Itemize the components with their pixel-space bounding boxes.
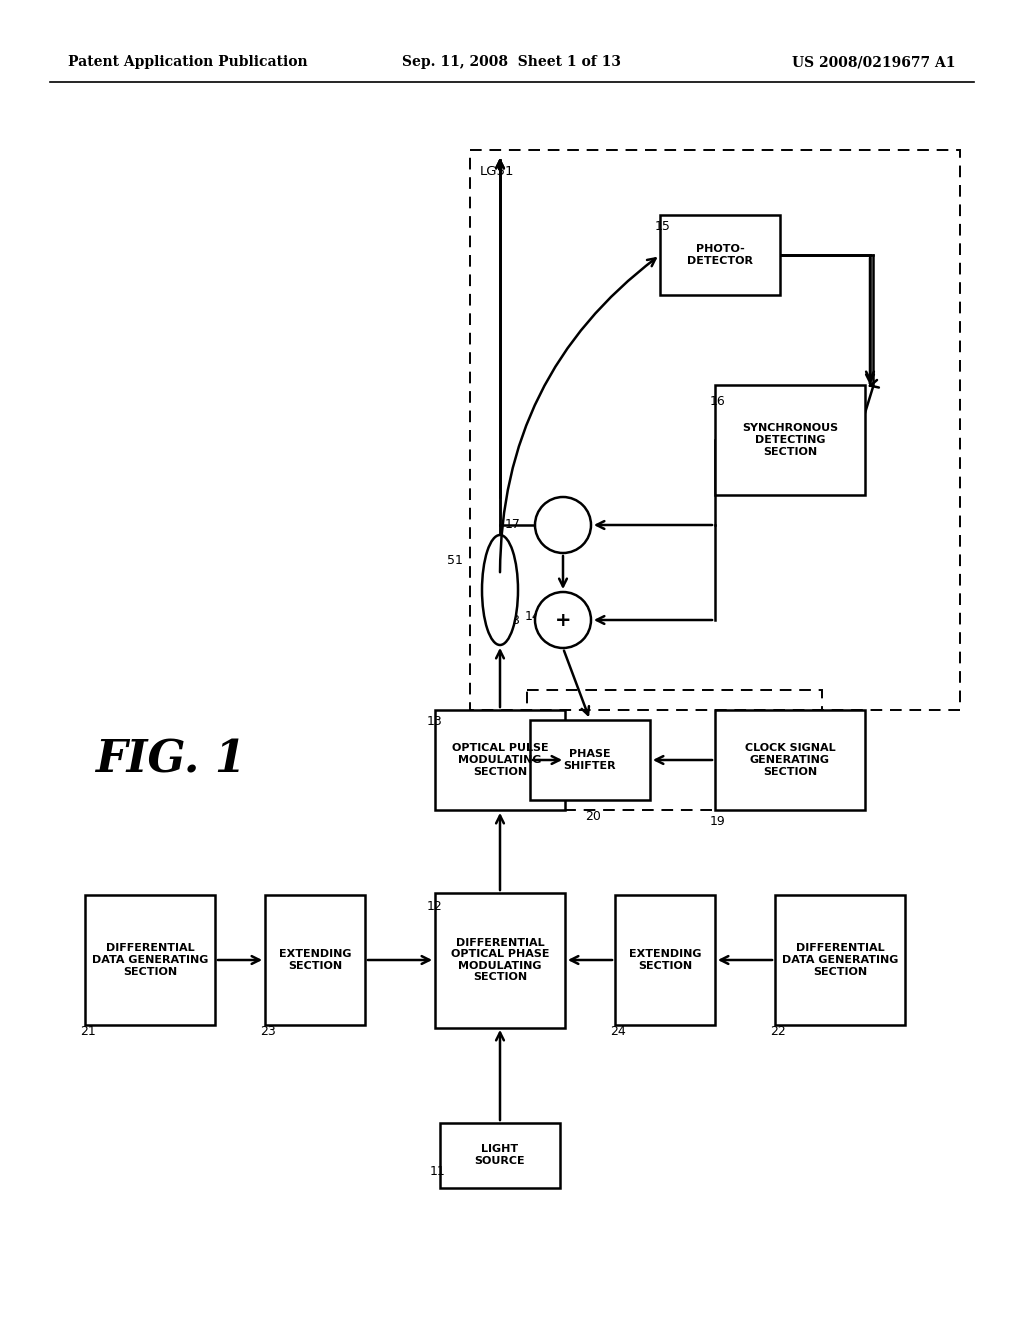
- Bar: [775, 895, 905, 1026]
- Bar: [435, 892, 565, 1027]
- Bar: [715, 385, 865, 495]
- Text: US 2008/0219677 A1: US 2008/0219677 A1: [793, 55, 956, 69]
- Bar: [265, 895, 365, 1026]
- Text: DIFFERENTIAL
OPTICAL PHASE
MODULATING
SECTION: DIFFERENTIAL OPTICAL PHASE MODULATING SE…: [451, 937, 549, 982]
- Circle shape: [535, 591, 591, 648]
- Text: 11: 11: [430, 1166, 445, 1177]
- Text: 20: 20: [585, 810, 601, 822]
- Bar: [435, 710, 565, 810]
- Text: 23: 23: [260, 1026, 275, 1038]
- Bar: [470, 150, 961, 710]
- Text: SYNCHRONOUS
DETECTING
SECTION: SYNCHRONOUS DETECTING SECTION: [742, 424, 838, 457]
- Bar: [440, 1122, 560, 1188]
- Text: LG51: LG51: [480, 165, 514, 178]
- Text: 21: 21: [80, 1026, 96, 1038]
- Text: Sep. 11, 2008  Sheet 1 of 13: Sep. 11, 2008 Sheet 1 of 13: [402, 55, 622, 69]
- Text: 12: 12: [427, 900, 442, 913]
- Text: LIGHT
SOURCE: LIGHT SOURCE: [475, 1144, 525, 1166]
- Text: 15: 15: [655, 220, 671, 234]
- Text: +: +: [555, 610, 571, 630]
- Text: 18: 18: [505, 614, 521, 627]
- Text: CLOCK SIGNAL
GENERATING
SECTION: CLOCK SIGNAL GENERATING SECTION: [744, 743, 836, 776]
- Bar: [660, 215, 780, 294]
- Bar: [527, 690, 822, 810]
- Text: 51: 51: [447, 553, 463, 566]
- Text: OPTICAL PULSE
MODULATING
SECTION: OPTICAL PULSE MODULATING SECTION: [452, 743, 548, 776]
- Text: PHASE
SHIFTER: PHASE SHIFTER: [563, 750, 616, 771]
- Text: 22: 22: [770, 1026, 785, 1038]
- Text: EXTENDING
SECTION: EXTENDING SECTION: [629, 949, 701, 970]
- Text: 19: 19: [710, 814, 726, 828]
- Text: FIG. 1: FIG. 1: [94, 738, 246, 781]
- Text: 14: 14: [525, 610, 541, 623]
- Text: DIFFERENTIAL
DATA GENERATING
SECTION: DIFFERENTIAL DATA GENERATING SECTION: [92, 944, 208, 977]
- Text: 13: 13: [427, 715, 442, 729]
- Text: EXTENDING
SECTION: EXTENDING SECTION: [279, 949, 351, 970]
- Bar: [715, 710, 865, 810]
- Text: Patent Application Publication: Patent Application Publication: [68, 55, 307, 69]
- Circle shape: [535, 498, 591, 553]
- Bar: [85, 895, 215, 1026]
- Text: PHOTO-
DETECTOR: PHOTO- DETECTOR: [687, 244, 753, 265]
- Text: 24: 24: [610, 1026, 626, 1038]
- Bar: [615, 895, 715, 1026]
- Bar: [530, 719, 650, 800]
- Text: 17: 17: [505, 519, 521, 532]
- Ellipse shape: [482, 535, 518, 645]
- Text: 16: 16: [710, 395, 726, 408]
- Text: DIFFERENTIAL
DATA GENERATING
SECTION: DIFFERENTIAL DATA GENERATING SECTION: [781, 944, 898, 977]
